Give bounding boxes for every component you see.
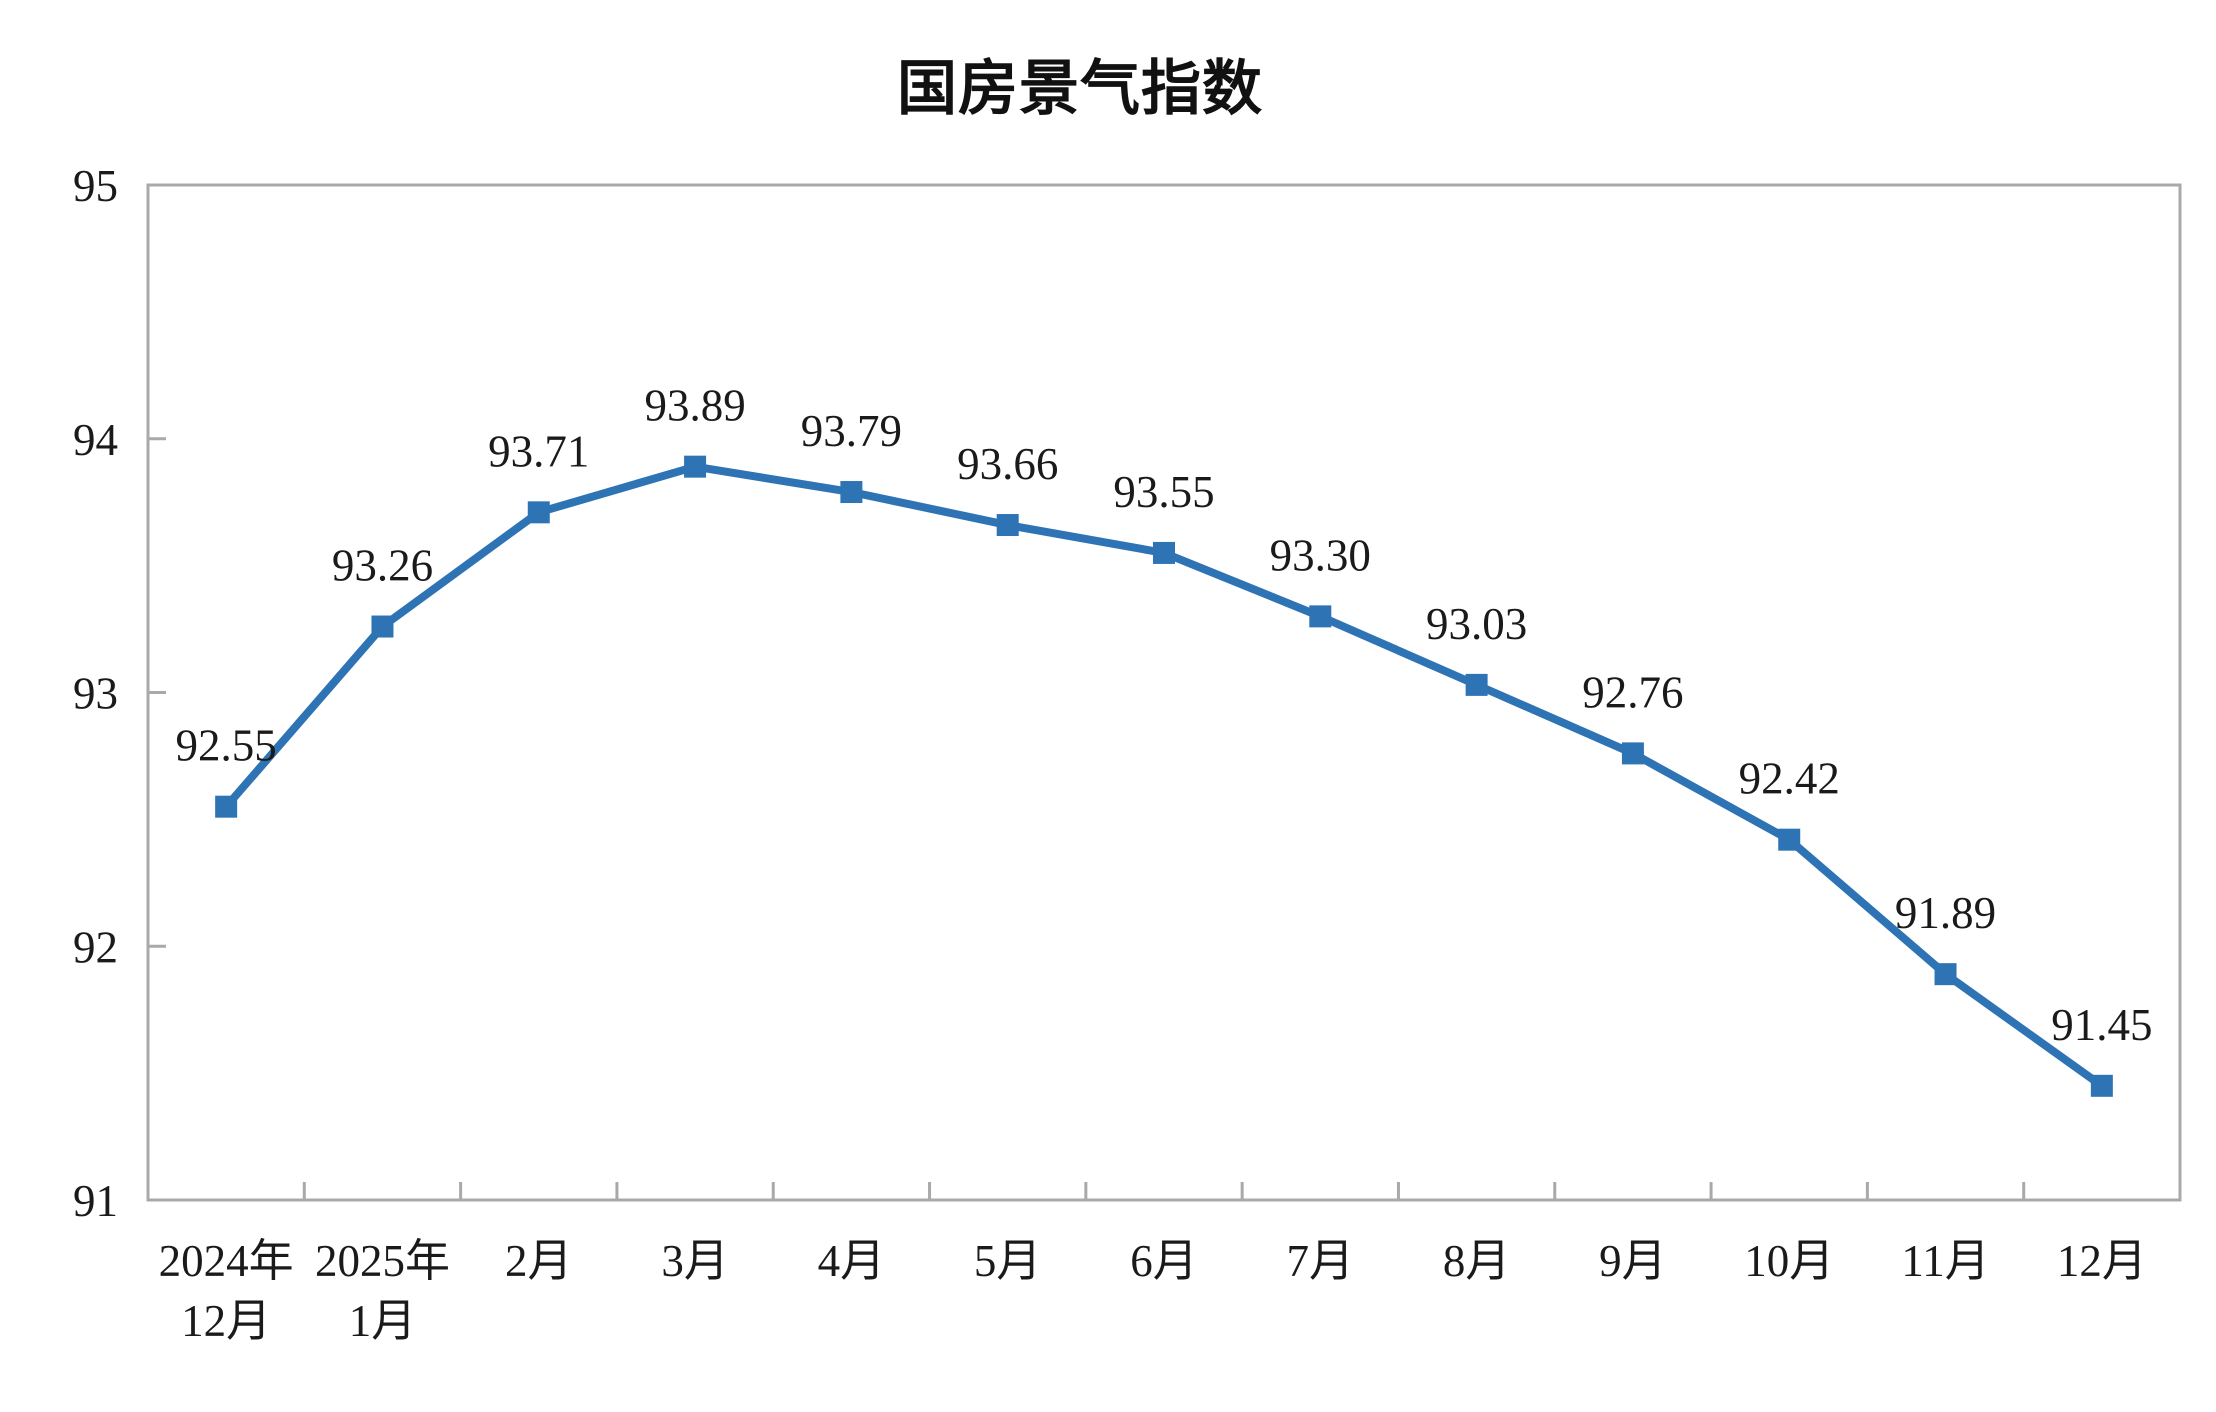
y-axis-tick-label: 95 — [73, 161, 118, 211]
x-axis-tick-label: 8月 — [1443, 1236, 1511, 1286]
x-axis-tick-label: 2025年 — [315, 1236, 450, 1286]
x-axis-tick-label: 12月 — [2057, 1236, 2147, 1286]
data-point-label: 93.89 — [644, 381, 745, 431]
x-axis-tick-label: 5月 — [974, 1236, 1042, 1286]
x-axis-tick-label: 10月 — [1744, 1236, 1834, 1286]
data-point-label: 93.66 — [957, 439, 1058, 489]
data-point-label: 92.42 — [1739, 754, 1840, 804]
data-point-label: 93.79 — [801, 406, 902, 456]
data-point-label: 93.55 — [1113, 467, 1214, 517]
y-axis-tick-label: 93 — [73, 669, 118, 719]
y-axis-tick-label: 92 — [73, 922, 118, 972]
y-axis-tick-label: 94 — [73, 415, 118, 465]
data-point-marker — [1778, 828, 1801, 851]
x-axis-tick-label: 7月 — [1287, 1236, 1355, 1286]
x-axis-tick-label: 4月 — [818, 1236, 886, 1286]
data-point-label: 92.76 — [1582, 667, 1683, 717]
y-axis-tick-label: 91 — [73, 1176, 118, 1226]
data-point-marker — [996, 514, 1019, 537]
data-point-label: 91.45 — [2051, 1000, 2152, 1050]
data-point-marker — [1153, 541, 1175, 564]
data-point-marker — [1465, 673, 1488, 696]
data-point-marker — [1621, 742, 1644, 765]
data-point-marker — [2090, 1074, 2113, 1097]
data-point-label: 93.26 — [332, 541, 433, 591]
x-axis-tick-label: 11月 — [1901, 1236, 1989, 1286]
chart-title: 国房景气指数 — [897, 55, 1263, 122]
data-point-label: 91.89 — [1895, 888, 1996, 938]
x-axis-tick-label: 2月 — [505, 1236, 573, 1286]
data-point-marker — [1309, 605, 1332, 628]
data-point-label: 93.71 — [488, 426, 589, 476]
plot-border — [146, 183, 2182, 1202]
x-axis-tick-label: 3月 — [661, 1236, 729, 1286]
data-point-label: 93.30 — [1270, 530, 1371, 580]
x-axis-tick-label: 6月 — [1130, 1236, 1198, 1286]
x-axis-tick-label: 1月 — [349, 1296, 417, 1346]
data-point-marker — [371, 615, 394, 638]
data-point-marker — [1934, 963, 1957, 986]
data-point-marker — [215, 795, 238, 818]
data-point-label: 93.03 — [1426, 599, 1527, 649]
x-axis-tick-label: 2024年 — [159, 1236, 294, 1286]
data-point-label: 92.55 — [176, 721, 277, 771]
data-point-marker — [840, 481, 863, 504]
x-axis-tick-label: 9月 — [1599, 1236, 1667, 1286]
x-axis-tick-label: 12月 — [181, 1296, 271, 1346]
data-point-marker — [527, 501, 550, 524]
data-point-marker — [684, 455, 707, 478]
